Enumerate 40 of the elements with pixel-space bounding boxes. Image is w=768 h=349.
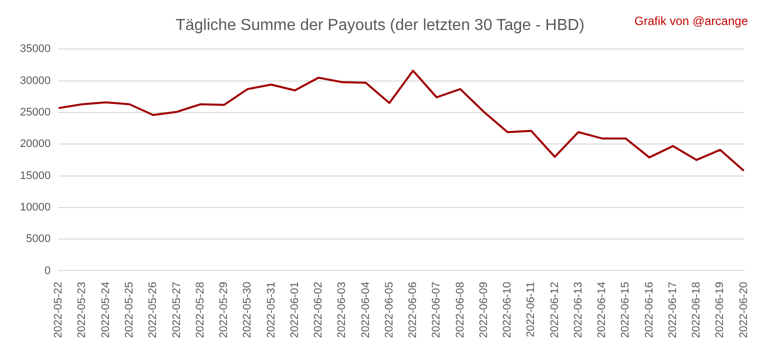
x-tick-label: 2022-05-28 — [194, 282, 206, 338]
y-tick-label: 15000 — [20, 170, 51, 182]
y-tick-label: 5000 — [26, 233, 51, 246]
x-tick-label: 2022-06-13 — [572, 282, 584, 338]
x-tick-label: 2022-06-08 — [454, 282, 466, 338]
x-tick-label: 2022-06-01 — [288, 282, 301, 338]
x-tick-label: 2022-05-25 — [124, 282, 136, 338]
x-tick-label: 2022-05-27 — [170, 282, 183, 338]
text: Grafik von @arcange — [634, 14, 748, 28]
y-tick-label: 0 — [44, 264, 51, 277]
x-tick-label: 2022-06-17 — [666, 282, 679, 338]
x-tick-label: 2022-06-07 — [430, 282, 443, 338]
chart-title: Tägliche Summe der Payouts (der letzten 30 Tage - HBD) — [176, 17, 584, 34]
x-tick-label: 2022-06-19 — [714, 282, 726, 338]
x-tick-label: 2022-06-15 — [620, 282, 632, 338]
x-tick-label: 2022-05-23 — [76, 282, 88, 338]
x-tick-label: 2022-06-10 — [502, 282, 514, 338]
x-tick-label: 2022-05-31 — [265, 282, 278, 338]
x-tick-label: 2022-06-06 — [407, 282, 420, 338]
x-tick-label: 2022-06-20 — [738, 282, 750, 338]
x-tick-label: 2022-06-18 — [690, 282, 703, 338]
x-tick-label: 2022-06-04 — [360, 282, 372, 338]
x-tick-label: 2022-06-05 — [383, 282, 396, 338]
y-tick-label: 20000 — [20, 138, 51, 150]
x-tick-label: 2022-05-29 — [218, 282, 230, 338]
x-tick-label: 2022-06-14 — [596, 282, 608, 338]
x-tick-label: 2022-06-12 — [548, 282, 561, 338]
y-tick-label: 10000 — [20, 201, 51, 214]
y-tick-label: 25000 — [20, 106, 51, 119]
x-tick-label: 2022-06-02 — [312, 282, 325, 338]
x-tick-label: 2022-06-11 — [525, 282, 538, 338]
x-tick-label: 2022-05-22 — [52, 282, 65, 338]
y-tick-label: 35000 — [20, 43, 51, 56]
x-tick-label: 2022-06-09 — [478, 282, 490, 338]
x-tick-label: 2022-06-16 — [643, 282, 656, 338]
x-tick-label: 2022-05-26 — [147, 282, 160, 338]
y-tick-label: 30000 — [20, 74, 51, 87]
x-tick-label: 2022-06-03 — [336, 282, 348, 338]
x-tick-label: 2022-05-24 — [100, 282, 112, 338]
x-tick-label: 2022-05-30 — [242, 282, 254, 338]
